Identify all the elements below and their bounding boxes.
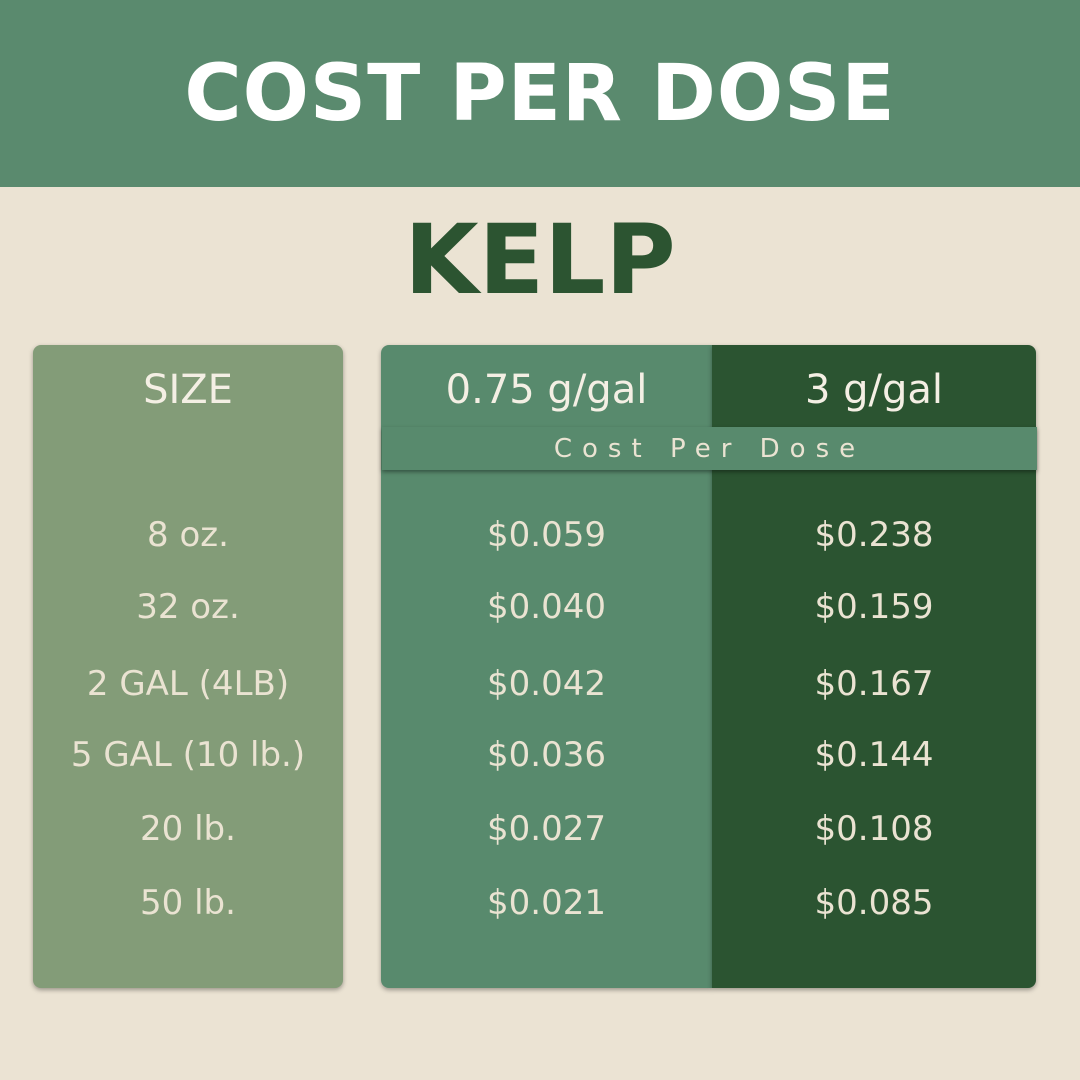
table-cell-low: $0.040 [487, 587, 606, 627]
title-banner: COST PER DOSE [0, 0, 1080, 187]
table-cell-high: $0.108 [814, 809, 934, 849]
size-header: SIZE [143, 367, 233, 413]
low-dose-header: 0.75 g/gal [445, 367, 648, 413]
table-cell-low: $0.027 [487, 809, 606, 849]
table-cell-size: 2 GAL (4LB) [86, 664, 290, 704]
table-cell-low: $0.059 [487, 515, 606, 555]
table-cell-size: 20 lb. [140, 809, 236, 849]
table-cell-size: 8 oz. [147, 515, 229, 555]
size-column: SIZE 8 oz. 32 oz. 2 GAL (4LB) 5 GAL (10 lb.… [33, 345, 343, 988]
table-cell-size: 32 oz. [136, 587, 240, 627]
table-cell-high: $0.085 [814, 883, 934, 923]
table-cell-size: 5 GAL (10 lb.) [70, 735, 306, 775]
product-name: KELP [404, 204, 676, 316]
table-cell-low: $0.042 [487, 664, 606, 704]
table-cell-high: $0.167 [814, 664, 934, 704]
table-cell-size: 50 lb. [140, 883, 236, 923]
table-cell-high: $0.159 [814, 587, 934, 627]
table-cell-high: $0.238 [814, 515, 934, 555]
page-title: COST PER DOSE [184, 48, 896, 139]
table-cell-high: $0.144 [814, 735, 934, 775]
table-cell-low: $0.036 [487, 735, 606, 775]
cost-per-dose-subheader: Cost Per Dose [382, 427, 1037, 470]
high-dose-header: 3 g/gal [804, 367, 944, 413]
table-cell-low: $0.021 [487, 883, 606, 923]
